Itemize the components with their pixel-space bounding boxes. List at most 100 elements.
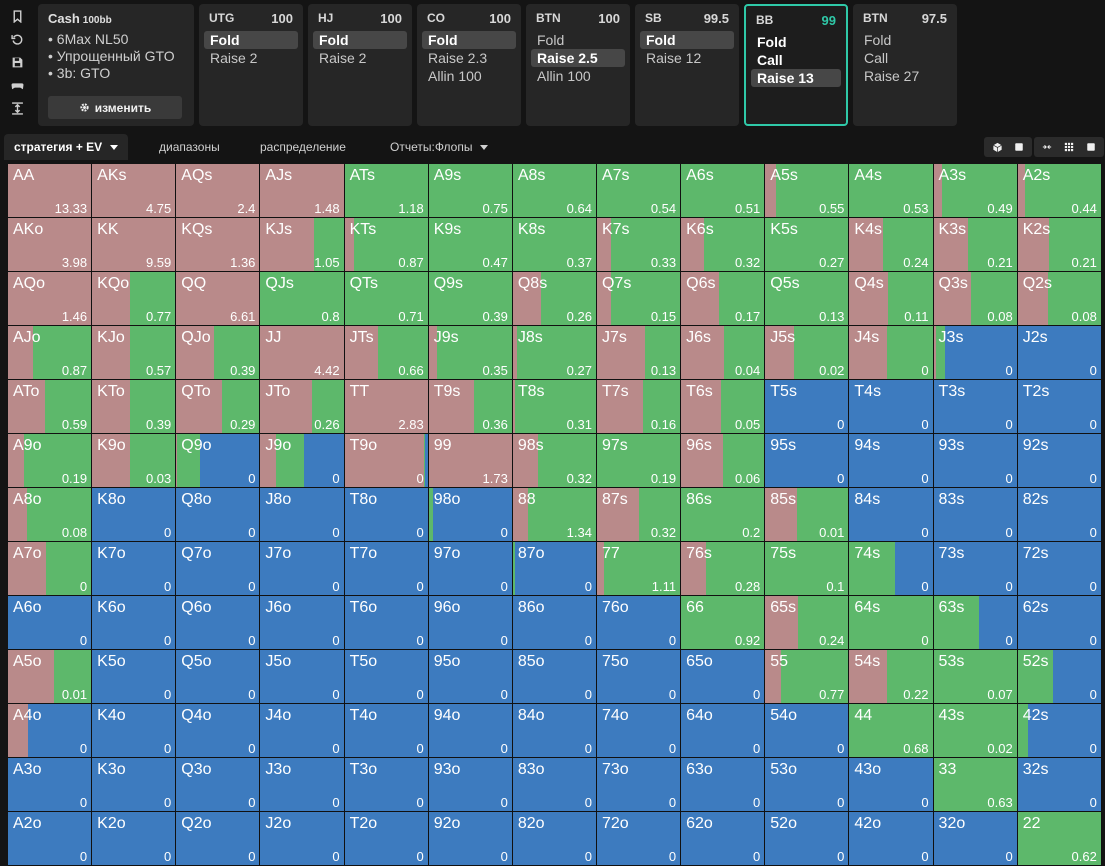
hand-cell[interactable]: KQs 1.36 bbox=[176, 218, 261, 272]
hand-cell[interactable]: J2s 0 bbox=[1017, 326, 1102, 380]
position-panel-utg[interactable]: UTG 100 Fold Raise 2 bbox=[199, 4, 303, 126]
hand-cell[interactable]: J2o 0 bbox=[260, 812, 345, 866]
action-raise[interactable]: Raise 12 bbox=[646, 50, 702, 66]
hand-cell[interactable]: K8s 0.37 bbox=[512, 218, 597, 272]
hand-cell[interactable]: K4s 0.24 bbox=[849, 218, 934, 272]
hand-cell[interactable]: Q5o 0 bbox=[176, 650, 261, 704]
hand-cell[interactable]: 87s 0.32 bbox=[596, 488, 682, 542]
hand-cell[interactable]: A5o 0.01 bbox=[8, 650, 93, 704]
hand-cell[interactable]: Q6s 0.17 bbox=[681, 272, 766, 326]
hand-cell[interactable]: J8s 0.27 bbox=[512, 326, 597, 380]
hand-cell[interactable]: AKo 3.98 bbox=[8, 218, 93, 272]
hand-cell[interactable]: KQo 0.77 bbox=[92, 272, 177, 326]
hand-cell[interactable]: JJ 4.42 bbox=[260, 326, 345, 380]
hand-cell[interactable]: A8s 0.64 bbox=[512, 164, 597, 218]
hand-cell[interactable]: K9s 0.47 bbox=[428, 218, 513, 272]
compress-icon[interactable] bbox=[1037, 139, 1057, 155]
hand-cell[interactable]: 53o 0 bbox=[765, 758, 850, 812]
hand-cell[interactable]: 84s 0 bbox=[849, 488, 934, 542]
hand-cell[interactable]: 42o 0 bbox=[849, 812, 934, 866]
hand-cell[interactable]: 33 0.63 bbox=[933, 758, 1018, 812]
hand-cell[interactable]: 42s 0 bbox=[1017, 704, 1102, 758]
hand-cell[interactable]: A9s 0.75 bbox=[428, 164, 513, 218]
hand-cell[interactable]: 54s 0.22 bbox=[849, 650, 934, 704]
hand-cell[interactable]: 93o 0 bbox=[428, 758, 513, 812]
tab-strategy-ev[interactable]: стратегия + EV bbox=[4, 134, 129, 160]
action-allin[interactable]: Allin 100 bbox=[537, 68, 591, 84]
hand-cell[interactable]: 64s 0 bbox=[849, 596, 934, 650]
hand-cell[interactable]: AQs 2.4 bbox=[176, 164, 261, 218]
action-raise[interactable]: Raise 2.5 bbox=[531, 49, 625, 67]
action-fold[interactable]: Fold bbox=[864, 32, 892, 48]
hand-cell[interactable]: Q5s 0.13 bbox=[765, 272, 850, 326]
hand-cell[interactable]: Q7s 0.15 bbox=[596, 272, 682, 326]
hand-cell[interactable]: T3o 0 bbox=[344, 758, 429, 812]
position-panel-co[interactable]: CO 100 Fold Raise 2.3 Allin 100 bbox=[417, 4, 521, 126]
hand-cell[interactable]: JTo 0.26 bbox=[260, 380, 345, 434]
hand-cell[interactable]: K2s 0.21 bbox=[1017, 218, 1102, 272]
hand-cell[interactable]: 52o 0 bbox=[765, 812, 850, 866]
hand-cell[interactable]: K3o 0 bbox=[92, 758, 177, 812]
hand-cell[interactable]: TT 2.83 bbox=[344, 380, 429, 434]
hand-cell[interactable]: 72s 0 bbox=[1017, 542, 1102, 596]
hand-cell[interactable]: K7s 0.33 bbox=[596, 218, 682, 272]
action-allin[interactable]: Allin 100 bbox=[428, 68, 482, 84]
hand-cell[interactable]: Q7o 0 bbox=[176, 542, 261, 596]
hand-cell[interactable]: A2s 0.44 bbox=[1017, 164, 1102, 218]
cube-icon[interactable] bbox=[987, 139, 1007, 155]
action-fold[interactable]: Fold bbox=[422, 31, 516, 49]
hand-cell[interactable]: QQ 6.61 bbox=[176, 272, 261, 326]
action-fold[interactable]: Fold bbox=[757, 34, 787, 50]
hand-cell[interactable]: K6s 0.32 bbox=[681, 218, 766, 272]
hand-cell[interactable]: Q4s 0.11 bbox=[849, 272, 934, 326]
hand-cell[interactable]: A7s 0.54 bbox=[596, 164, 682, 218]
hand-cell[interactable]: 98o 0 bbox=[428, 488, 513, 542]
tab-reports-flops[interactable]: Отчеты:Флопы bbox=[380, 134, 498, 160]
hand-cell[interactable]: KTo 0.39 bbox=[92, 380, 177, 434]
hand-cell[interactable]: 85s 0.01 bbox=[765, 488, 850, 542]
hand-cell[interactable]: T9s 0.36 bbox=[428, 380, 513, 434]
hand-cell[interactable]: JTs 0.66 bbox=[344, 326, 429, 380]
hand-cell[interactable]: 72o 0 bbox=[596, 812, 682, 866]
hand-cell[interactable]: 85o 0 bbox=[512, 650, 597, 704]
hand-cell[interactable]: J5s 0.02 bbox=[765, 326, 850, 380]
hand-cell[interactable]: J7o 0 bbox=[260, 542, 345, 596]
hand-cell[interactable]: J7s 0.13 bbox=[596, 326, 682, 380]
hand-cell[interactable]: T8s 0.31 bbox=[512, 380, 597, 434]
action-fold[interactable]: Fold bbox=[537, 32, 565, 48]
action-raise[interactable]: Raise 27 bbox=[864, 68, 920, 84]
hand-cell[interactable]: 32s 0 bbox=[1017, 758, 1102, 812]
hand-cell[interactable]: 88 1.34 bbox=[512, 488, 597, 542]
tab-distribution[interactable]: распределение bbox=[250, 134, 356, 160]
hand-cell[interactable]: KJo 0.57 bbox=[92, 326, 177, 380]
hand-cell[interactable]: 66 0.92 bbox=[681, 596, 766, 650]
hand-cell[interactable]: Q3o 0 bbox=[176, 758, 261, 812]
action-fold[interactable]: Fold bbox=[204, 31, 298, 49]
hand-cell[interactable]: 95s 0 bbox=[765, 434, 850, 488]
hand-cell[interactable]: 75s 0.1 bbox=[765, 542, 850, 596]
hand-cell[interactable]: KTs 0.87 bbox=[344, 218, 429, 272]
hand-cell[interactable]: K5o 0 bbox=[92, 650, 177, 704]
hand-cell[interactable]: 96o 0 bbox=[428, 596, 513, 650]
hand-cell[interactable]: 97o 0 bbox=[428, 542, 513, 596]
action-raise[interactable]: Raise 2 bbox=[319, 50, 367, 66]
hand-cell[interactable]: A2o 0 bbox=[8, 812, 93, 866]
hand-cell[interactable]: K4o 0 bbox=[92, 704, 177, 758]
hand-cell[interactable]: 73s 0 bbox=[933, 542, 1018, 596]
hand-cell[interactable]: 55 0.77 bbox=[765, 650, 850, 704]
hand-cell[interactable]: T4o 0 bbox=[344, 704, 429, 758]
hand-cell[interactable]: 77 1.11 bbox=[596, 542, 682, 596]
hand-cell[interactable]: 52s 0 bbox=[1017, 650, 1102, 704]
hand-cell[interactable]: Q2o 0 bbox=[176, 812, 261, 866]
hand-cell[interactable]: 65o 0 bbox=[681, 650, 766, 704]
hand-cell[interactable]: J4s 0 bbox=[849, 326, 934, 380]
hand-cell[interactable]: K5s 0.27 bbox=[765, 218, 850, 272]
position-panel-bb[interactable]: BB 99 Fold Call Raise 13 bbox=[744, 4, 848, 126]
action-fold[interactable]: Fold bbox=[640, 31, 734, 49]
hand-cell[interactable]: T5o 0 bbox=[344, 650, 429, 704]
hand-cell[interactable]: A7o 0 bbox=[8, 542, 93, 596]
hand-cell[interactable]: T2o 0 bbox=[344, 812, 429, 866]
hand-cell[interactable]: J5o 0 bbox=[260, 650, 345, 704]
hand-cell[interactable]: QJs 0.8 bbox=[260, 272, 345, 326]
hand-cell[interactable]: 62s 0 bbox=[1017, 596, 1102, 650]
